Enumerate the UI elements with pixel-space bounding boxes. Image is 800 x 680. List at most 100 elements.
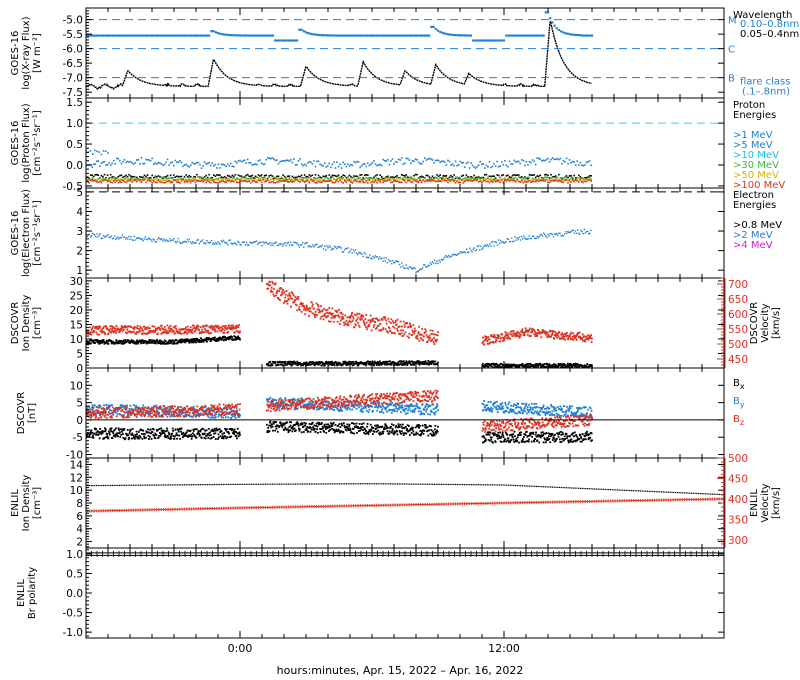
series-point->100 MeV — [313, 180, 315, 183]
series-point->2 MeV — [447, 256, 449, 259]
series-point->2 MeV — [404, 267, 406, 270]
series-point-velocity — [292, 301, 295, 304]
series-point->2 MeV — [134, 239, 137, 241]
series-point-Bx — [170, 435, 172, 438]
series-point-velocity — [323, 314, 326, 317]
series-point-Bx — [214, 429, 216, 432]
series-point->30 MeV — [368, 176, 371, 179]
series-point-velocity — [115, 329, 118, 332]
series-point->100 MeV — [152, 180, 155, 182]
series-point-velocity — [237, 326, 240, 328]
series-point-velocity — [515, 334, 518, 337]
series-point->1 MeV — [179, 159, 181, 162]
series-point-Bx — [380, 433, 383, 435]
series-point-0.10–0.8nm — [509, 34, 512, 37]
series-point-velocity — [560, 333, 563, 336]
series-point->1 MeV — [285, 159, 287, 162]
series-point->1 MeV — [343, 163, 346, 165]
series-point->50 MeV — [123, 179, 126, 182]
series-point->1 MeV — [273, 158, 275, 161]
series-point->100 MeV — [91, 179, 93, 181]
series-point->30 MeV — [99, 177, 101, 180]
series-point-0.10–0.8nm — [392, 34, 396, 37]
series-point-velocity — [111, 327, 114, 330]
series-point-Bx — [400, 432, 402, 435]
series-point->2 MeV — [233, 242, 236, 244]
series-point-Bx — [349, 429, 352, 432]
series-point->1 MeV — [539, 158, 542, 161]
series-point->50 MeV — [554, 178, 557, 180]
series-point->100 MeV — [222, 180, 224, 182]
series-point-velocity — [369, 321, 372, 324]
series-point->100 MeV — [119, 180, 121, 183]
series-point->30 MeV — [402, 177, 405, 180]
series-point-Bx — [170, 433, 173, 436]
series-point->100 MeV — [330, 179, 332, 182]
series-point->100 MeV — [131, 180, 133, 183]
series-point->2 MeV — [230, 242, 232, 245]
series-point->5 MeV — [439, 174, 441, 176]
series-point-Bx — [266, 430, 269, 432]
series-point->2 MeV — [432, 262, 435, 264]
series-point->1 MeV — [182, 165, 184, 168]
series-point-Bx — [313, 428, 315, 431]
series-point-velocity — [372, 326, 375, 328]
series-point-density — [546, 363, 549, 365]
series-point-density — [418, 360, 420, 363]
series-point-Bx — [274, 425, 277, 428]
series-point->2 MeV — [332, 248, 335, 250]
series-point-velocity — [364, 326, 367, 329]
series-point->2 MeV — [116, 237, 118, 239]
series-point-velocity — [283, 302, 285, 304]
series-point->2 MeV — [464, 252, 467, 254]
series-point-velocity — [383, 317, 386, 320]
series-point->5 MeV — [444, 175, 446, 177]
series-point->2 MeV — [540, 233, 543, 236]
series-point->1 MeV — [166, 158, 169, 161]
series-point->2 MeV — [551, 233, 554, 236]
series-point->100 MeV — [229, 181, 232, 183]
series-point-Bx — [138, 437, 141, 440]
series-point->2 MeV — [185, 241, 187, 243]
series-point-Bx — [305, 427, 308, 430]
series-point->2 MeV — [450, 255, 452, 258]
series-point-velocity — [342, 317, 345, 320]
series-point-0.10–0.8nm — [498, 39, 501, 42]
series-point->100 MeV — [297, 180, 300, 183]
series-point->5 MeV — [447, 177, 449, 180]
series-point-velocity — [210, 332, 212, 334]
series-point-Bx — [147, 428, 149, 431]
series-point-velocity — [171, 330, 174, 333]
series-point->50 MeV — [260, 179, 263, 181]
series-point->2 MeV — [276, 244, 279, 247]
series-point->1 MeV — [136, 159, 138, 161]
series-point-Bx — [345, 429, 348, 432]
series-point-velocity — [574, 337, 577, 339]
series-point-velocity — [557, 332, 560, 335]
series-point->2 MeV — [207, 241, 209, 244]
series-point->2 MeV — [281, 243, 283, 246]
series-point-velocity — [367, 325, 369, 328]
series-point->1 MeV — [567, 162, 569, 165]
series-point->30 MeV — [347, 176, 349, 179]
series-point-density — [376, 362, 379, 365]
series-point->50 MeV — [236, 178, 238, 181]
series-point-Bx — [172, 435, 175, 437]
series-point-velocity — [225, 324, 227, 327]
series-point-0.10–0.8nm — [584, 34, 587, 37]
series-point-density — [432, 360, 435, 363]
series-point->1 MeV — [180, 161, 183, 164]
series-point->2 MeV — [553, 233, 556, 235]
series-point-Bx — [174, 428, 177, 431]
series-point-density — [384, 360, 387, 363]
series-point->100 MeV — [208, 181, 210, 183]
series-point-density — [422, 361, 424, 363]
series-point-density — [195, 341, 197, 344]
series-point->5 MeV — [436, 174, 438, 176]
series-point-0.10–0.8nm — [478, 39, 481, 42]
series-point->1 MeV — [322, 165, 324, 167]
series-point-velocity — [566, 334, 569, 337]
series-point->50 MeV — [459, 178, 462, 181]
series-point->5 MeV — [266, 177, 269, 180]
series-point-Bx — [136, 437, 139, 440]
